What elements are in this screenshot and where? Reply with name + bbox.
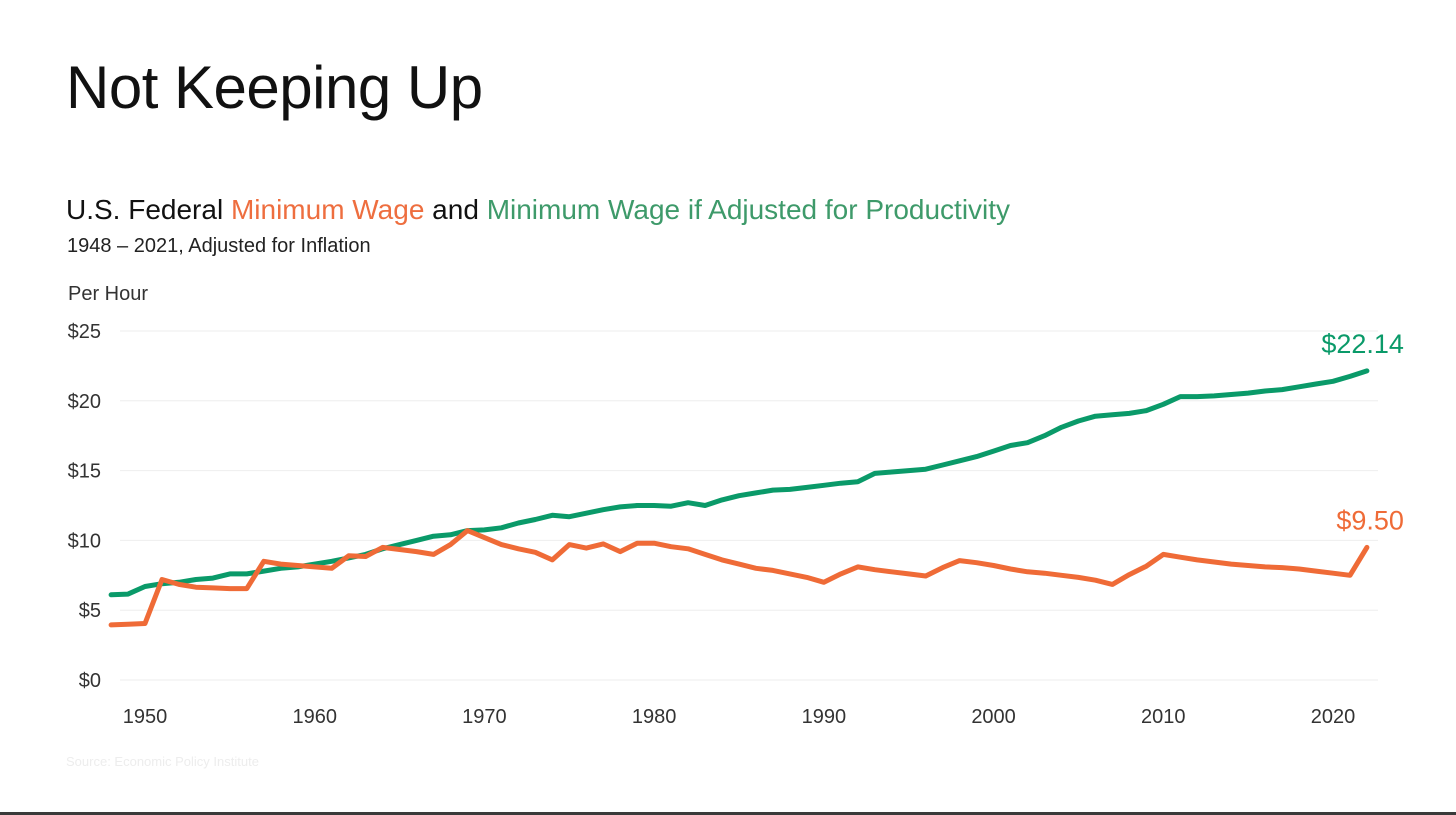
page-title: Not Keeping Up <box>66 54 483 121</box>
y-axis-ticks: $0 $5 $10 $15 $20 $25 <box>68 321 101 692</box>
subtitle-series-productivity: Minimum Wage if Adjusted for Productivit… <box>486 194 1011 225</box>
y-tick-label: $0 <box>79 670 101 692</box>
grid-lines <box>120 330 1378 681</box>
y-tick-label: $5 <box>79 600 101 622</box>
subtitle-series-min-wage: Minimum Wage <box>230 194 425 225</box>
x-tick-label: 1970 <box>462 706 507 728</box>
end-label-productivity: $22.14 <box>1321 329 1404 359</box>
x-tick-label: 1990 <box>802 706 847 728</box>
x-tick-label: 1960 <box>292 706 337 728</box>
x-tick-label: 2020 <box>1311 706 1356 728</box>
x-axis-ticks: 1950 1960 1970 1980 1990 2000 2010 2020 <box>123 706 1356 728</box>
series-lines <box>108 368 1370 628</box>
subtitle-mid: and <box>424 194 487 225</box>
y-tick-label: $15 <box>68 461 101 483</box>
end-labels: $22.14 $9.50 <box>1321 329 1404 535</box>
source-note: Source: Economic Policy Institute <box>66 754 259 769</box>
end-label-min_wage: $9.50 <box>1336 505 1404 535</box>
series-line-min_wage <box>108 528 1370 628</box>
subtitle-prefix: U.S. Federal <box>66 194 231 225</box>
y-tick-label: $25 <box>68 321 101 343</box>
x-tick-label: 1980 <box>632 706 677 728</box>
y-tick-label: $20 <box>68 391 101 413</box>
x-tick-label: 2010 <box>1141 706 1186 728</box>
y-tick-label: $10 <box>68 530 101 552</box>
date-range: 1948 – 2021, Adjusted for Inflation <box>67 235 371 257</box>
y-axis-label: Per Hour <box>68 283 149 305</box>
chart-subtitle: U.S. Federal Minimum Wage and Minimum Wa… <box>66 194 1011 226</box>
bottom-divider <box>0 812 1456 815</box>
x-tick-label: 1950 <box>123 706 168 728</box>
x-tick-label: 2000 <box>971 706 1016 728</box>
series-line-productivity <box>108 368 1370 598</box>
